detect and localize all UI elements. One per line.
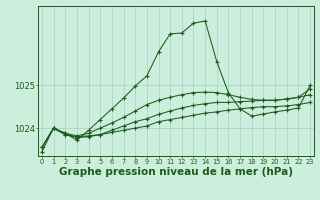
X-axis label: Graphe pression niveau de la mer (hPa): Graphe pression niveau de la mer (hPa) (59, 167, 293, 177)
